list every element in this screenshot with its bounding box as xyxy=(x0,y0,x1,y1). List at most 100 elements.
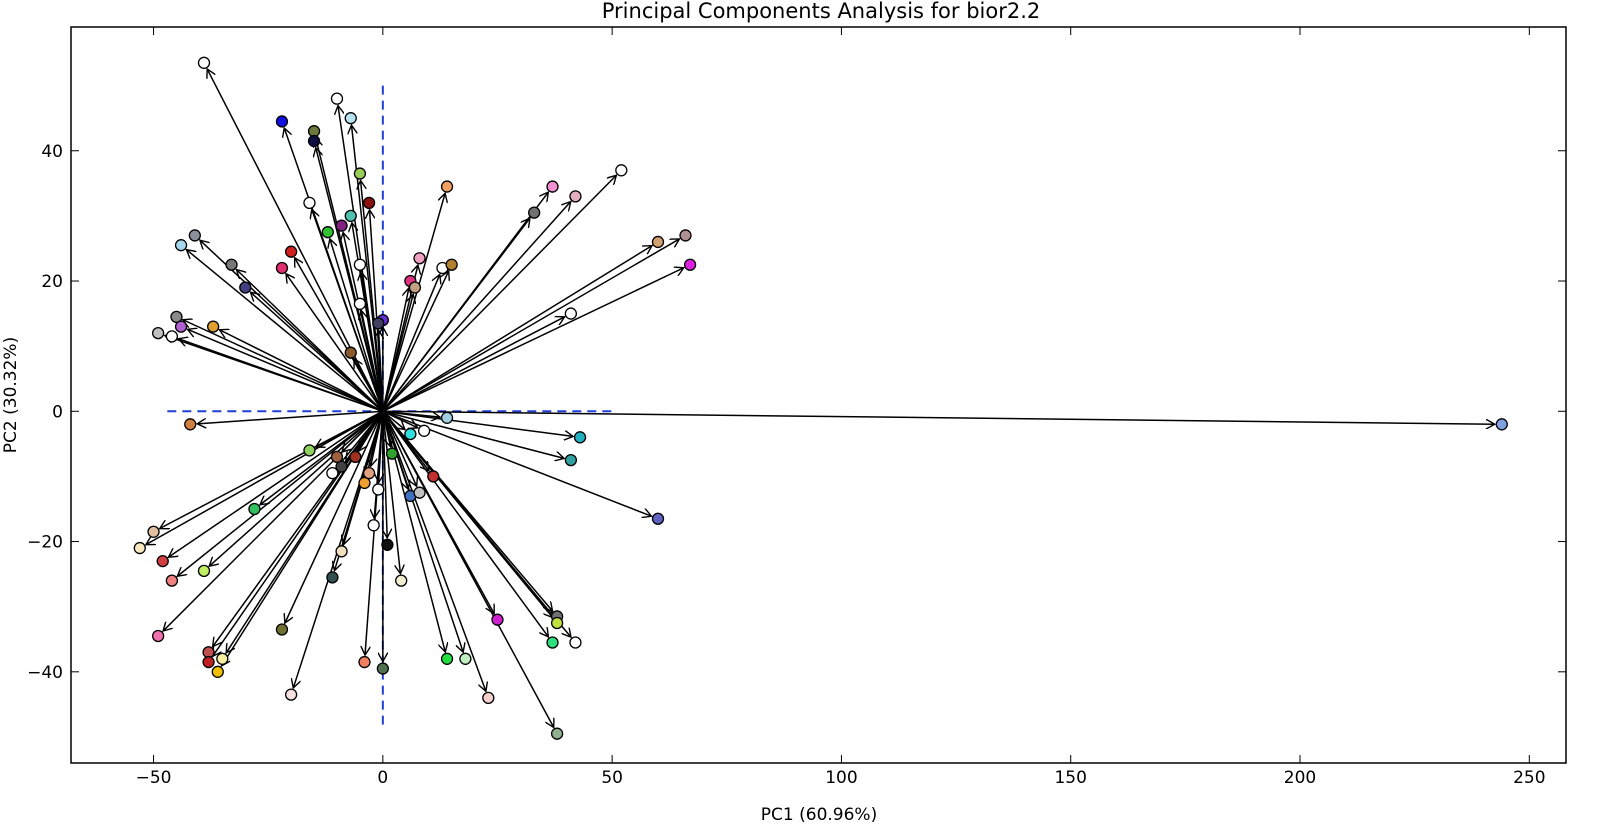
loading-arrow xyxy=(285,410,384,623)
sample-point xyxy=(275,261,289,275)
loading-arrow xyxy=(382,294,413,412)
sample-point xyxy=(151,326,165,340)
plot-frame xyxy=(70,26,1567,764)
sample-point xyxy=(284,688,298,701)
sample-point xyxy=(395,574,408,587)
loading-arrow xyxy=(169,410,384,557)
loading-arrow xyxy=(237,270,384,412)
sample-point xyxy=(440,652,454,665)
sample-point xyxy=(275,623,289,636)
loading-arrow xyxy=(365,411,384,655)
sample-point xyxy=(156,554,169,568)
y-axis-label: PC2 (30.32%) xyxy=(1,337,21,453)
loading-arrow xyxy=(379,330,383,412)
x-axis-ticks: −50 0 50 100 150 200 250 xyxy=(136,27,1546,788)
loading-arrow xyxy=(330,239,384,412)
loading-arrow xyxy=(382,411,486,691)
sample-point xyxy=(573,431,587,444)
loading-arrow xyxy=(382,411,401,573)
sample-point xyxy=(358,655,371,669)
x-tick-label: 150 xyxy=(1054,768,1086,788)
sample-point xyxy=(174,320,188,333)
sample-point xyxy=(216,652,229,665)
loading-arrow xyxy=(382,288,409,412)
sample-point xyxy=(307,134,321,148)
loading-arrow xyxy=(382,410,573,436)
sample-point xyxy=(651,512,665,525)
sample-point xyxy=(564,453,578,467)
sample-point xyxy=(133,541,146,555)
sample-point xyxy=(303,196,316,210)
sample-point xyxy=(385,447,399,460)
loading-arrow xyxy=(382,410,564,458)
sample-point xyxy=(404,427,417,441)
x-tick-label: 250 xyxy=(1513,768,1545,788)
loading-arrow xyxy=(146,410,384,544)
loading-arrow xyxy=(361,311,384,412)
sample-point xyxy=(284,245,298,258)
sample-point xyxy=(683,258,697,271)
sample-point xyxy=(376,662,389,675)
sample-point xyxy=(550,616,564,630)
sample-point xyxy=(491,613,504,626)
sample-point xyxy=(353,258,367,271)
loading-arrow xyxy=(209,410,384,566)
sample-point xyxy=(170,310,183,323)
sample-point xyxy=(413,486,426,499)
loading-arrow xyxy=(286,274,384,412)
loading-arrow xyxy=(382,410,571,637)
loading-arrow xyxy=(382,410,554,727)
sample-point xyxy=(326,571,339,584)
loading-arrow xyxy=(382,192,548,412)
loading-arrow xyxy=(382,271,449,412)
loading-arrow xyxy=(382,246,652,412)
sample-point xyxy=(353,297,367,310)
loading-arrows xyxy=(146,69,1495,727)
sample-point xyxy=(275,115,289,128)
sample-point xyxy=(151,629,165,643)
sample-point xyxy=(408,281,422,294)
sample-point xyxy=(427,470,440,483)
x-tick-label: 100 xyxy=(825,768,857,788)
sample-point xyxy=(248,502,261,516)
loading-arrow xyxy=(312,209,384,412)
loading-arrow xyxy=(361,272,384,412)
loading-arrow xyxy=(382,202,571,412)
sample-point xyxy=(440,180,454,193)
loading-arrow xyxy=(197,410,383,424)
sample-point xyxy=(330,92,344,105)
y-tick-label: −20 xyxy=(27,533,63,553)
y-axis-ticks: −40 −20 0 20 40 xyxy=(27,142,1566,683)
x-tick-label: −50 xyxy=(136,768,172,788)
sample-point xyxy=(326,467,339,480)
loading-arrow xyxy=(188,329,384,412)
sample-point xyxy=(546,636,559,649)
x-axis-label: PC1 (60.96%) xyxy=(761,805,877,825)
loading-arrow xyxy=(160,410,384,528)
loading-arrow xyxy=(382,268,684,412)
sample-point xyxy=(335,219,348,232)
loading-arrow xyxy=(382,410,417,486)
loading-arrow xyxy=(213,410,384,646)
sample-point xyxy=(459,652,472,665)
sample-point xyxy=(207,320,220,333)
loading-arrow xyxy=(316,148,384,412)
sample-point xyxy=(1495,418,1508,431)
x-tick-label: 0 xyxy=(377,768,388,788)
y-tick-label: 0 xyxy=(52,402,63,422)
sample-point xyxy=(564,307,578,320)
sample-point xyxy=(239,281,252,294)
sample-points xyxy=(133,56,1508,740)
loading-arrow xyxy=(382,175,617,412)
loading-arrow xyxy=(382,410,1495,424)
sample-point xyxy=(303,444,316,457)
sample-point xyxy=(413,252,426,265)
sample-point xyxy=(202,655,215,669)
sample-point xyxy=(321,226,334,239)
sample-point xyxy=(197,56,211,69)
sample-point xyxy=(651,235,665,249)
sample-point xyxy=(165,574,179,587)
loading-arrow xyxy=(250,292,384,412)
